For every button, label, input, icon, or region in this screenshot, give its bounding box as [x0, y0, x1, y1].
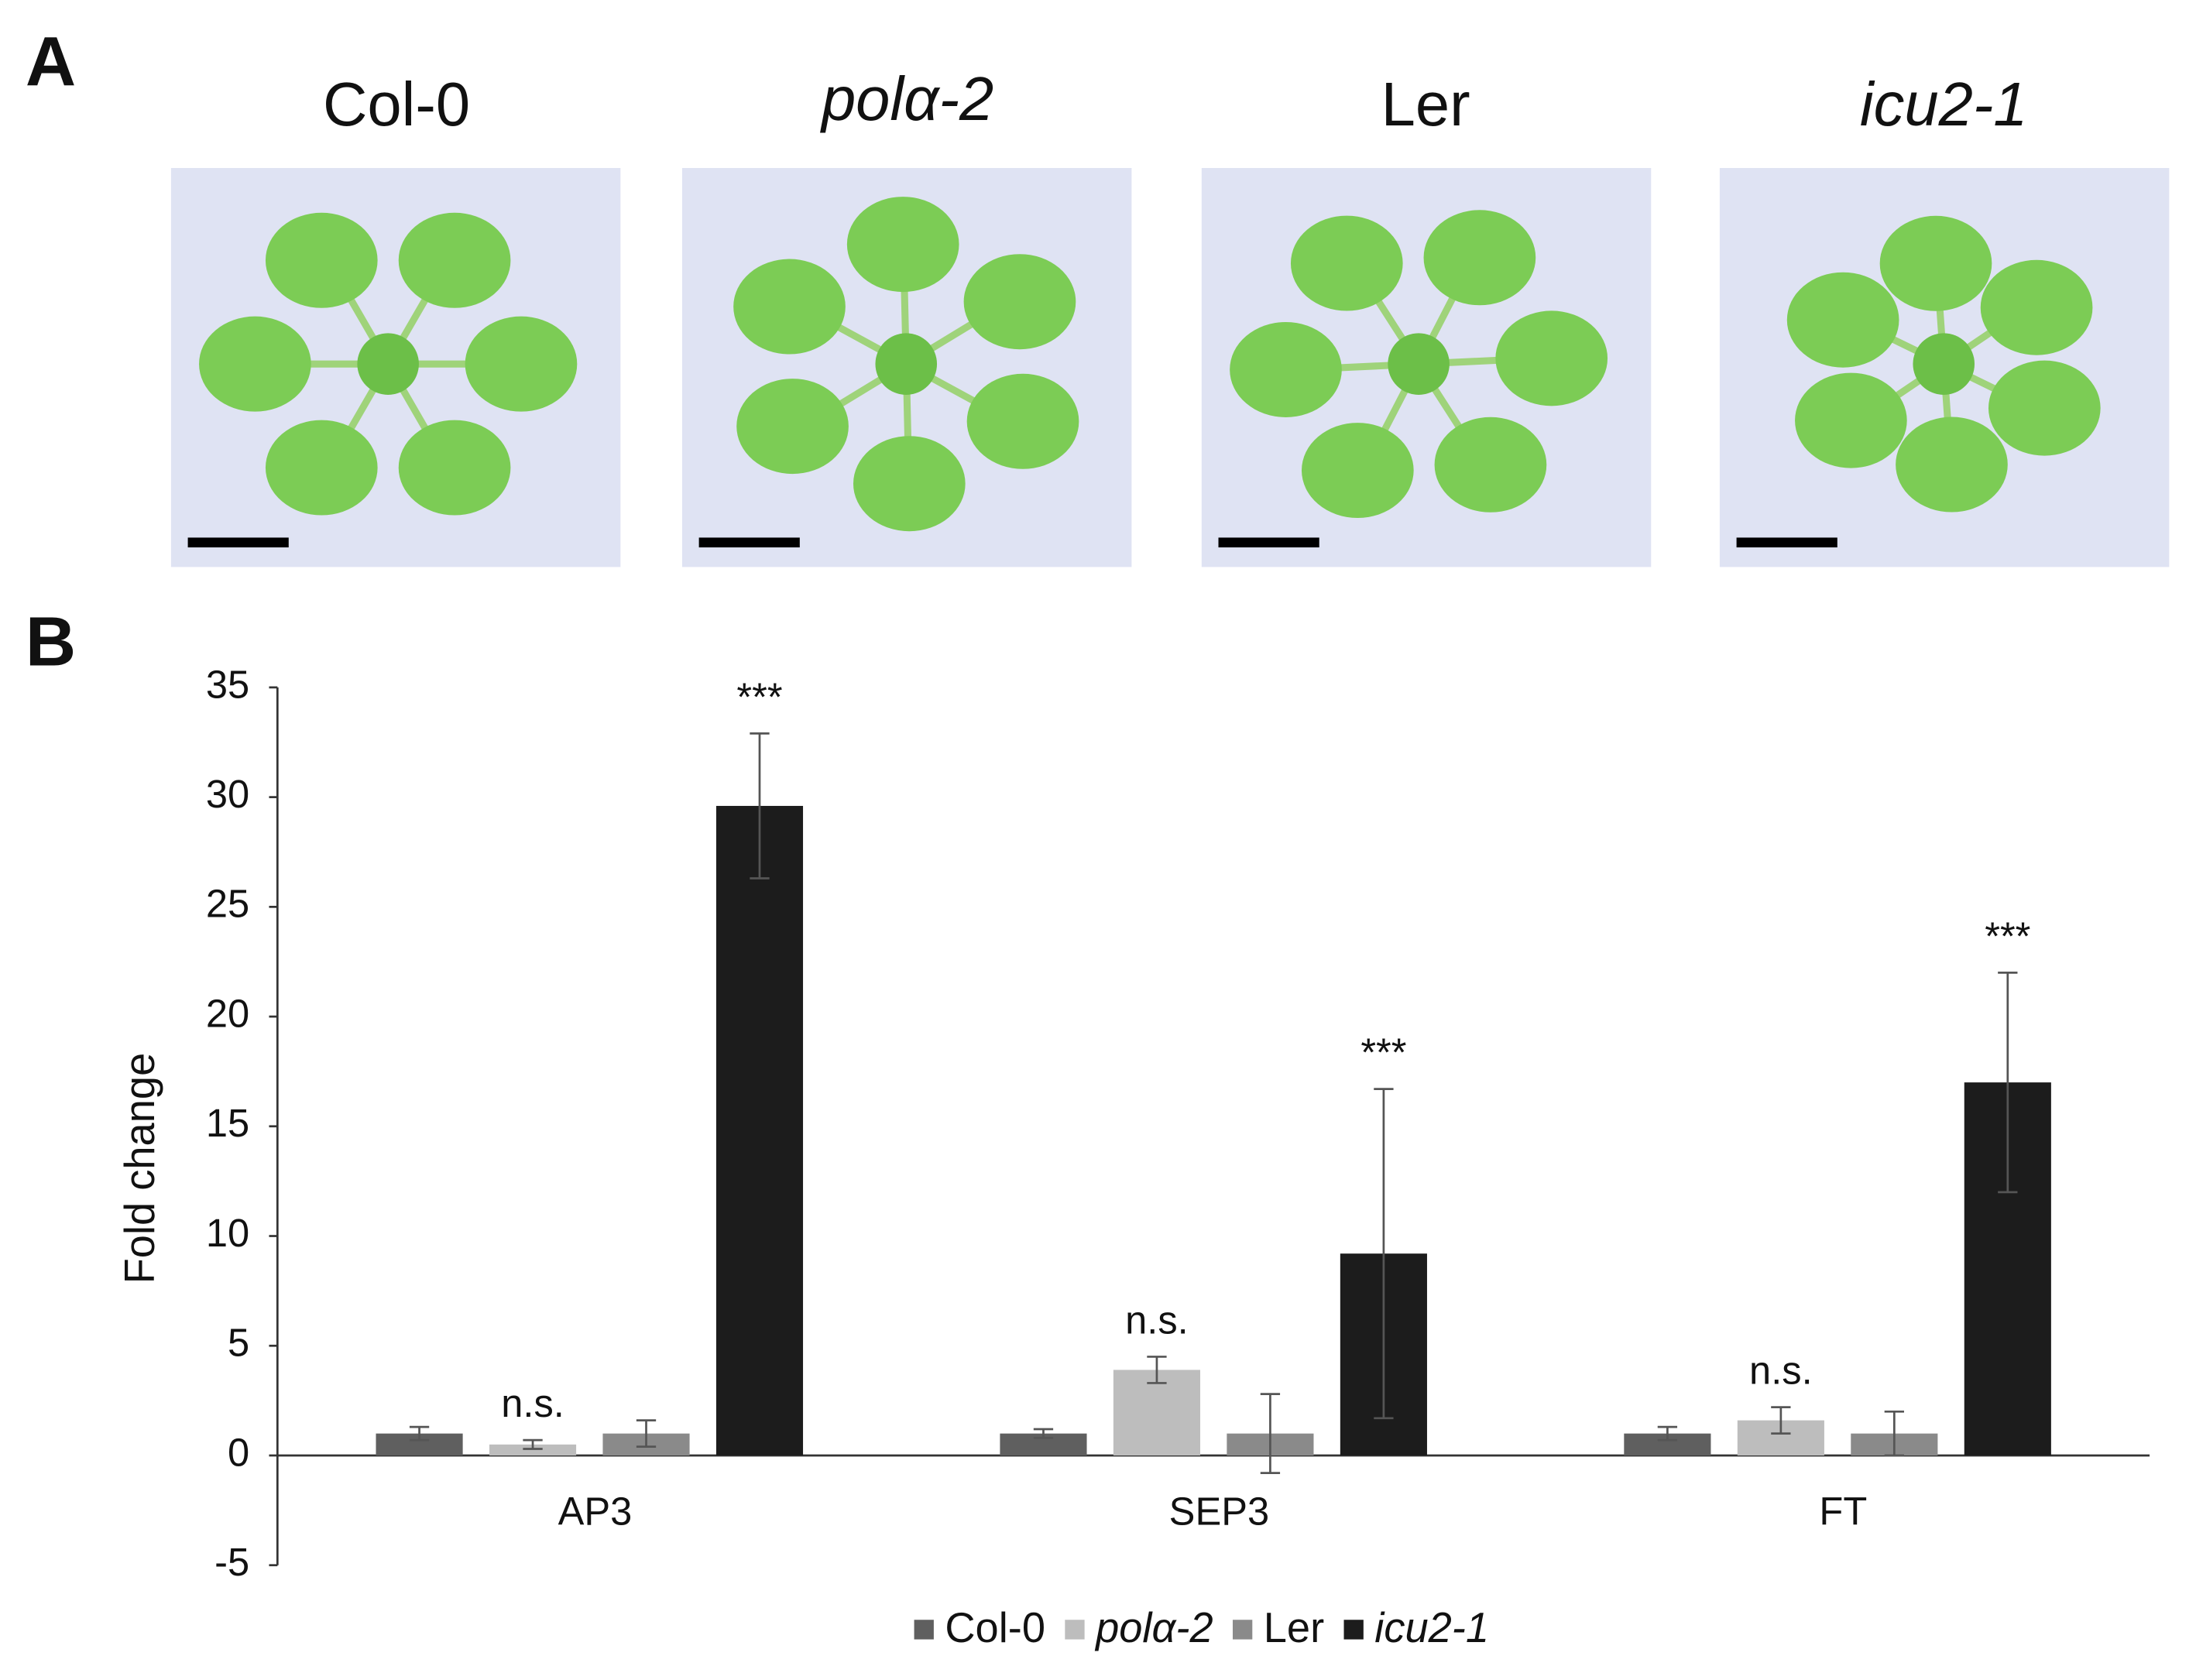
leaf: [265, 420, 378, 516]
image-label: Col-0: [323, 70, 470, 139]
leaf: [1230, 321, 1342, 417]
leaf: [465, 316, 578, 412]
legend-label: Ler: [1264, 1605, 1324, 1651]
leaf: [398, 212, 511, 308]
y-tick-label: -5: [214, 1540, 249, 1584]
leaf: [1786, 272, 1899, 368]
leaf: [398, 420, 511, 516]
annotation: ***: [1985, 914, 2030, 958]
leaf: [875, 333, 938, 395]
panel-label: B: [26, 602, 76, 681]
leaf: [1290, 215, 1403, 311]
bar: [1113, 1370, 1201, 1455]
y-tick-label: 15: [206, 1101, 249, 1145]
y-tick-label: 0: [228, 1430, 249, 1474]
y-tick-label: 35: [206, 662, 249, 706]
leaf: [846, 197, 959, 293]
scale-bar: [698, 537, 800, 548]
leaf: [736, 379, 849, 475]
legend-swatch: [1343, 1620, 1364, 1640]
photos: [170, 168, 2170, 567]
legend-label: icu2-1: [1374, 1605, 1489, 1651]
y-tick-label: 10: [206, 1211, 249, 1255]
annotation: n.s.: [1749, 1349, 1813, 1393]
legend-label: Col-0: [945, 1605, 1045, 1651]
legend: Col-0 polα-2 Ler icu2-1: [914, 1605, 1489, 1651]
image-label: polα-2: [820, 64, 993, 133]
y-axis-label: Fold change: [117, 1053, 163, 1284]
legend-label: polα-2: [1094, 1605, 1213, 1651]
leaf: [853, 436, 966, 532]
bar: [489, 1444, 577, 1455]
image-label: icu2-1: [1860, 70, 2028, 139]
y-tick-label: 5: [228, 1321, 249, 1365]
leaf: [199, 316, 311, 412]
scale-bar: [1736, 537, 1837, 548]
leaf: [963, 254, 1076, 350]
leaf: [1495, 310, 1608, 406]
leaf: [1423, 210, 1536, 306]
leaf: [1913, 333, 1975, 395]
x-tick-label: SEP3: [1169, 1489, 1269, 1533]
y-tick-label: 25: [206, 882, 249, 926]
leaf: [1795, 372, 1907, 468]
leaf: [357, 333, 419, 395]
panel-label: A: [26, 23, 76, 101]
legend-swatch: [1065, 1620, 1085, 1640]
image-label: Ler: [1381, 70, 1470, 139]
scale-bar: [187, 537, 289, 548]
leaf: [1980, 259, 2093, 355]
leaf: [733, 259, 846, 355]
leaf: [265, 212, 378, 308]
bar: [715, 805, 804, 1455]
annotation: n.s.: [1125, 1298, 1189, 1342]
legend-swatch: [1232, 1620, 1253, 1640]
legend-swatch: [914, 1620, 934, 1640]
leaf: [966, 373, 1079, 469]
y-tick-label: 30: [206, 772, 249, 816]
scale-bar: [1218, 537, 1319, 548]
leaf: [1388, 333, 1450, 395]
y-tick-label: 20: [206, 991, 249, 1035]
annotation: ***: [736, 674, 782, 718]
x-tick-label: FT: [1819, 1489, 1867, 1533]
leaf: [1896, 417, 2008, 513]
annotation: ***: [1360, 1030, 1406, 1075]
annotation: n.s.: [501, 1381, 564, 1425]
leaf: [1301, 423, 1414, 519]
leaf: [1879, 215, 1992, 311]
x-tick-label: AP3: [558, 1489, 633, 1533]
leaf: [1988, 360, 2101, 456]
leaf: [1434, 417, 1547, 513]
